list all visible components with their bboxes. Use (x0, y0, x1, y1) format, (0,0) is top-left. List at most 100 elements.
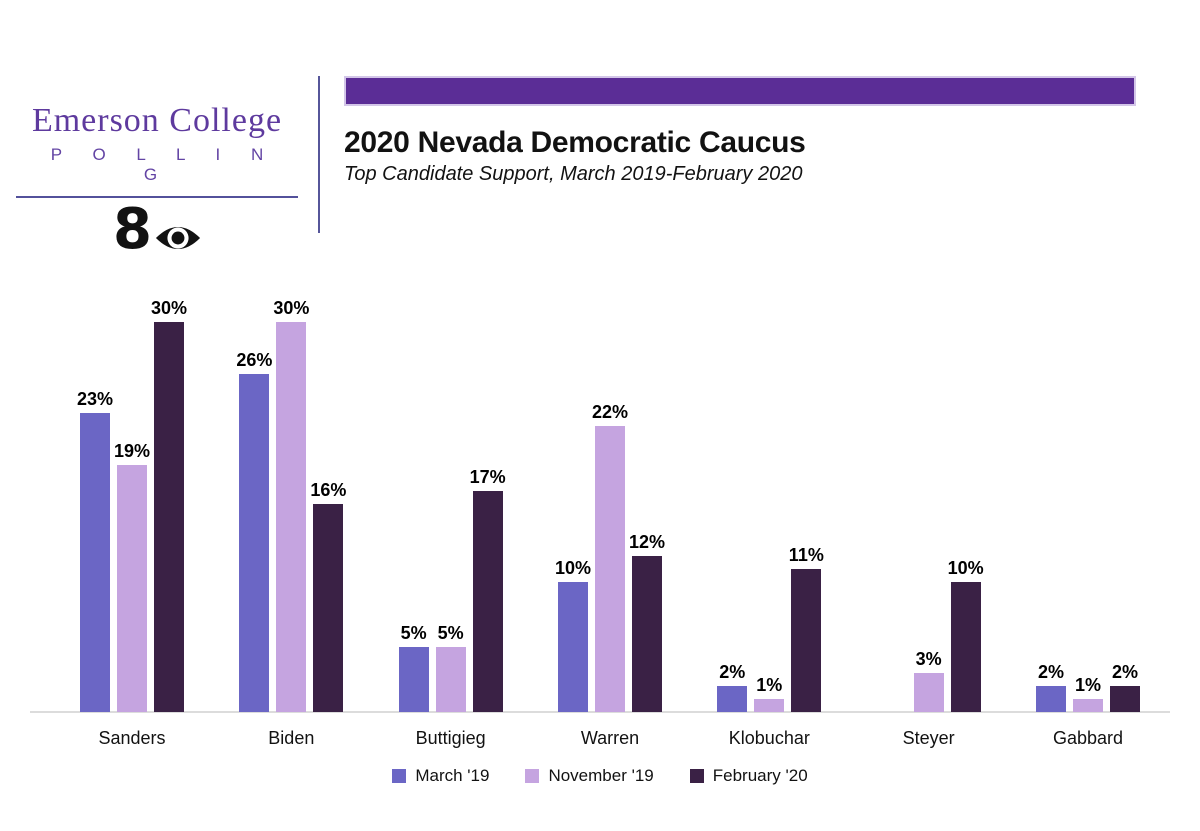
logo-subtitle: P O L L I N G (50, 145, 277, 185)
bar-slot: 30% (273, 298, 310, 712)
bar-slot: 22% (591, 402, 628, 712)
legend-label: November '19 (548, 766, 654, 785)
bar (80, 413, 110, 712)
title-block: 2020 Nevada Democratic Caucus Top Candid… (344, 76, 1136, 186)
bar-slot: 30% (150, 298, 188, 712)
logo-divider (16, 196, 298, 199)
legend-item: February '20 (689, 766, 808, 786)
bar (313, 504, 344, 712)
bar (950, 582, 981, 712)
category-label: Gabbard (1052, 728, 1123, 748)
bar-group-bars: 26% 30% 16% (236, 292, 347, 712)
bar-groups: 23% 19% 30% Sanders 26% 30% 16% Biden 5% 5% 17% But… (76, 292, 1140, 749)
bar-group-bars: 23% 19% 30% (76, 292, 188, 712)
bar-group-bars: 2% 1% 2% (1035, 292, 1140, 712)
bar-value-label: 16% (310, 480, 347, 500)
bar-value-label: 26% (236, 350, 273, 370)
bar-slot: 16% (310, 480, 347, 712)
legend-label: February '20 (712, 766, 808, 785)
bar (435, 647, 466, 712)
category-label: Warren (580, 728, 640, 748)
bar-slot: 19% (114, 442, 150, 712)
bar-group-bars: 5% 5% 17% (398, 292, 506, 712)
bar-slot: 23% (76, 389, 114, 712)
bar-value-label: 5% (437, 623, 464, 643)
category-label: Biden (268, 728, 315, 748)
bar-slot: 26% (236, 350, 273, 712)
bar-group: 10% 22% 12% Warren (554, 292, 665, 749)
bar-value-label: 30% (150, 298, 188, 318)
bar-value-label: 23% (76, 389, 114, 409)
bar-value-label: 10% (947, 558, 984, 578)
cbs-8-logo: 8 (16, 202, 298, 258)
bar (398, 647, 429, 712)
emerson-polling-logo: Emerson College P O L L I N G 8 (16, 102, 298, 258)
category-label: Buttigieg (415, 728, 486, 748)
bar-value-label: 3% (915, 649, 942, 669)
bar-value-label: 2% (1037, 662, 1064, 682)
bar-slot: 1% (1072, 675, 1103, 712)
bar-slot: 3% (913, 649, 944, 712)
bar-value-label: 2% (1111, 662, 1138, 682)
bar-value-label: 1% (1074, 675, 1101, 695)
bar-slot: 12% (628, 532, 665, 712)
bar-group: 5% 5% 17% Buttigieg (398, 292, 506, 749)
bar-value-label: 10% (554, 558, 591, 578)
bar-value-label: 1% (756, 675, 783, 695)
bar-group: 3% 10% Steyer (877, 292, 984, 749)
legend-item: March '19 (392, 766, 489, 786)
cbs-eye-icon (155, 223, 201, 258)
bar (472, 491, 503, 712)
bar-group-bars: 2% 1% 11% (717, 292, 824, 712)
bar-slot: 5% (398, 623, 429, 712)
category-label: Steyer (902, 728, 955, 748)
legend-swatch (525, 769, 540, 783)
bar-slot: 1% (754, 675, 785, 712)
legend-label: March '19 (415, 766, 490, 785)
bar-slot: 2% (717, 662, 748, 712)
bar-value-label: 17% (469, 467, 506, 487)
bar-group: 2% 1% 11% Klobuchar (717, 292, 824, 749)
bar (791, 569, 822, 712)
page-title: 2020 Nevada Democratic Caucus (344, 126, 806, 159)
bar-group: 26% 30% 16% Biden (236, 292, 347, 749)
bar-value-label: 5% (400, 623, 427, 643)
bar (1035, 686, 1066, 712)
bar-slot: 10% (554, 558, 591, 712)
bar (913, 673, 944, 712)
bar-group-bars: 10% 22% 12% (554, 292, 665, 712)
bar (239, 374, 270, 712)
bar (754, 699, 785, 712)
legend-item: November '19 (525, 766, 654, 786)
legend-swatch (392, 769, 407, 783)
bar (717, 686, 748, 712)
bar-value-label: 30% (273, 298, 310, 318)
bar-group: 2% 1% 2% Gabbard (1035, 292, 1140, 749)
chart-legend: March '19 November '19 February '20 (0, 766, 1200, 786)
bar (1072, 699, 1103, 712)
bar-group-bars: 3% 10% (877, 292, 984, 712)
page-subtitle: Top Candidate Support, March 2019-Februa… (344, 163, 803, 185)
bar-slot: 17% (469, 467, 506, 712)
bar (631, 556, 662, 712)
bar (276, 322, 307, 712)
bar-value-label: 2% (719, 662, 746, 682)
bar (557, 582, 588, 712)
x-axis-line (30, 711, 1170, 713)
bar (117, 465, 147, 712)
bar-slot: 10% (947, 558, 984, 712)
bar (1109, 686, 1140, 712)
bar-slot: 11% (788, 545, 824, 712)
header-vertical-divider (318, 76, 320, 233)
bar (594, 426, 625, 712)
bar-value-label: 12% (628, 532, 665, 552)
bar-chart: 23% 19% 30% Sanders 26% 30% 16% Biden 5% 5% 17% But… (76, 292, 1140, 749)
category-label: Klobuchar (728, 728, 810, 748)
bar-value-label: 11% (788, 545, 824, 565)
cbs-8-number: 8 (113, 197, 152, 263)
bar-slot: 2% (1035, 662, 1066, 712)
category-label: Sanders (98, 728, 166, 748)
bar-value-label: 22% (591, 402, 628, 422)
bar-slot: 5% (435, 623, 466, 712)
